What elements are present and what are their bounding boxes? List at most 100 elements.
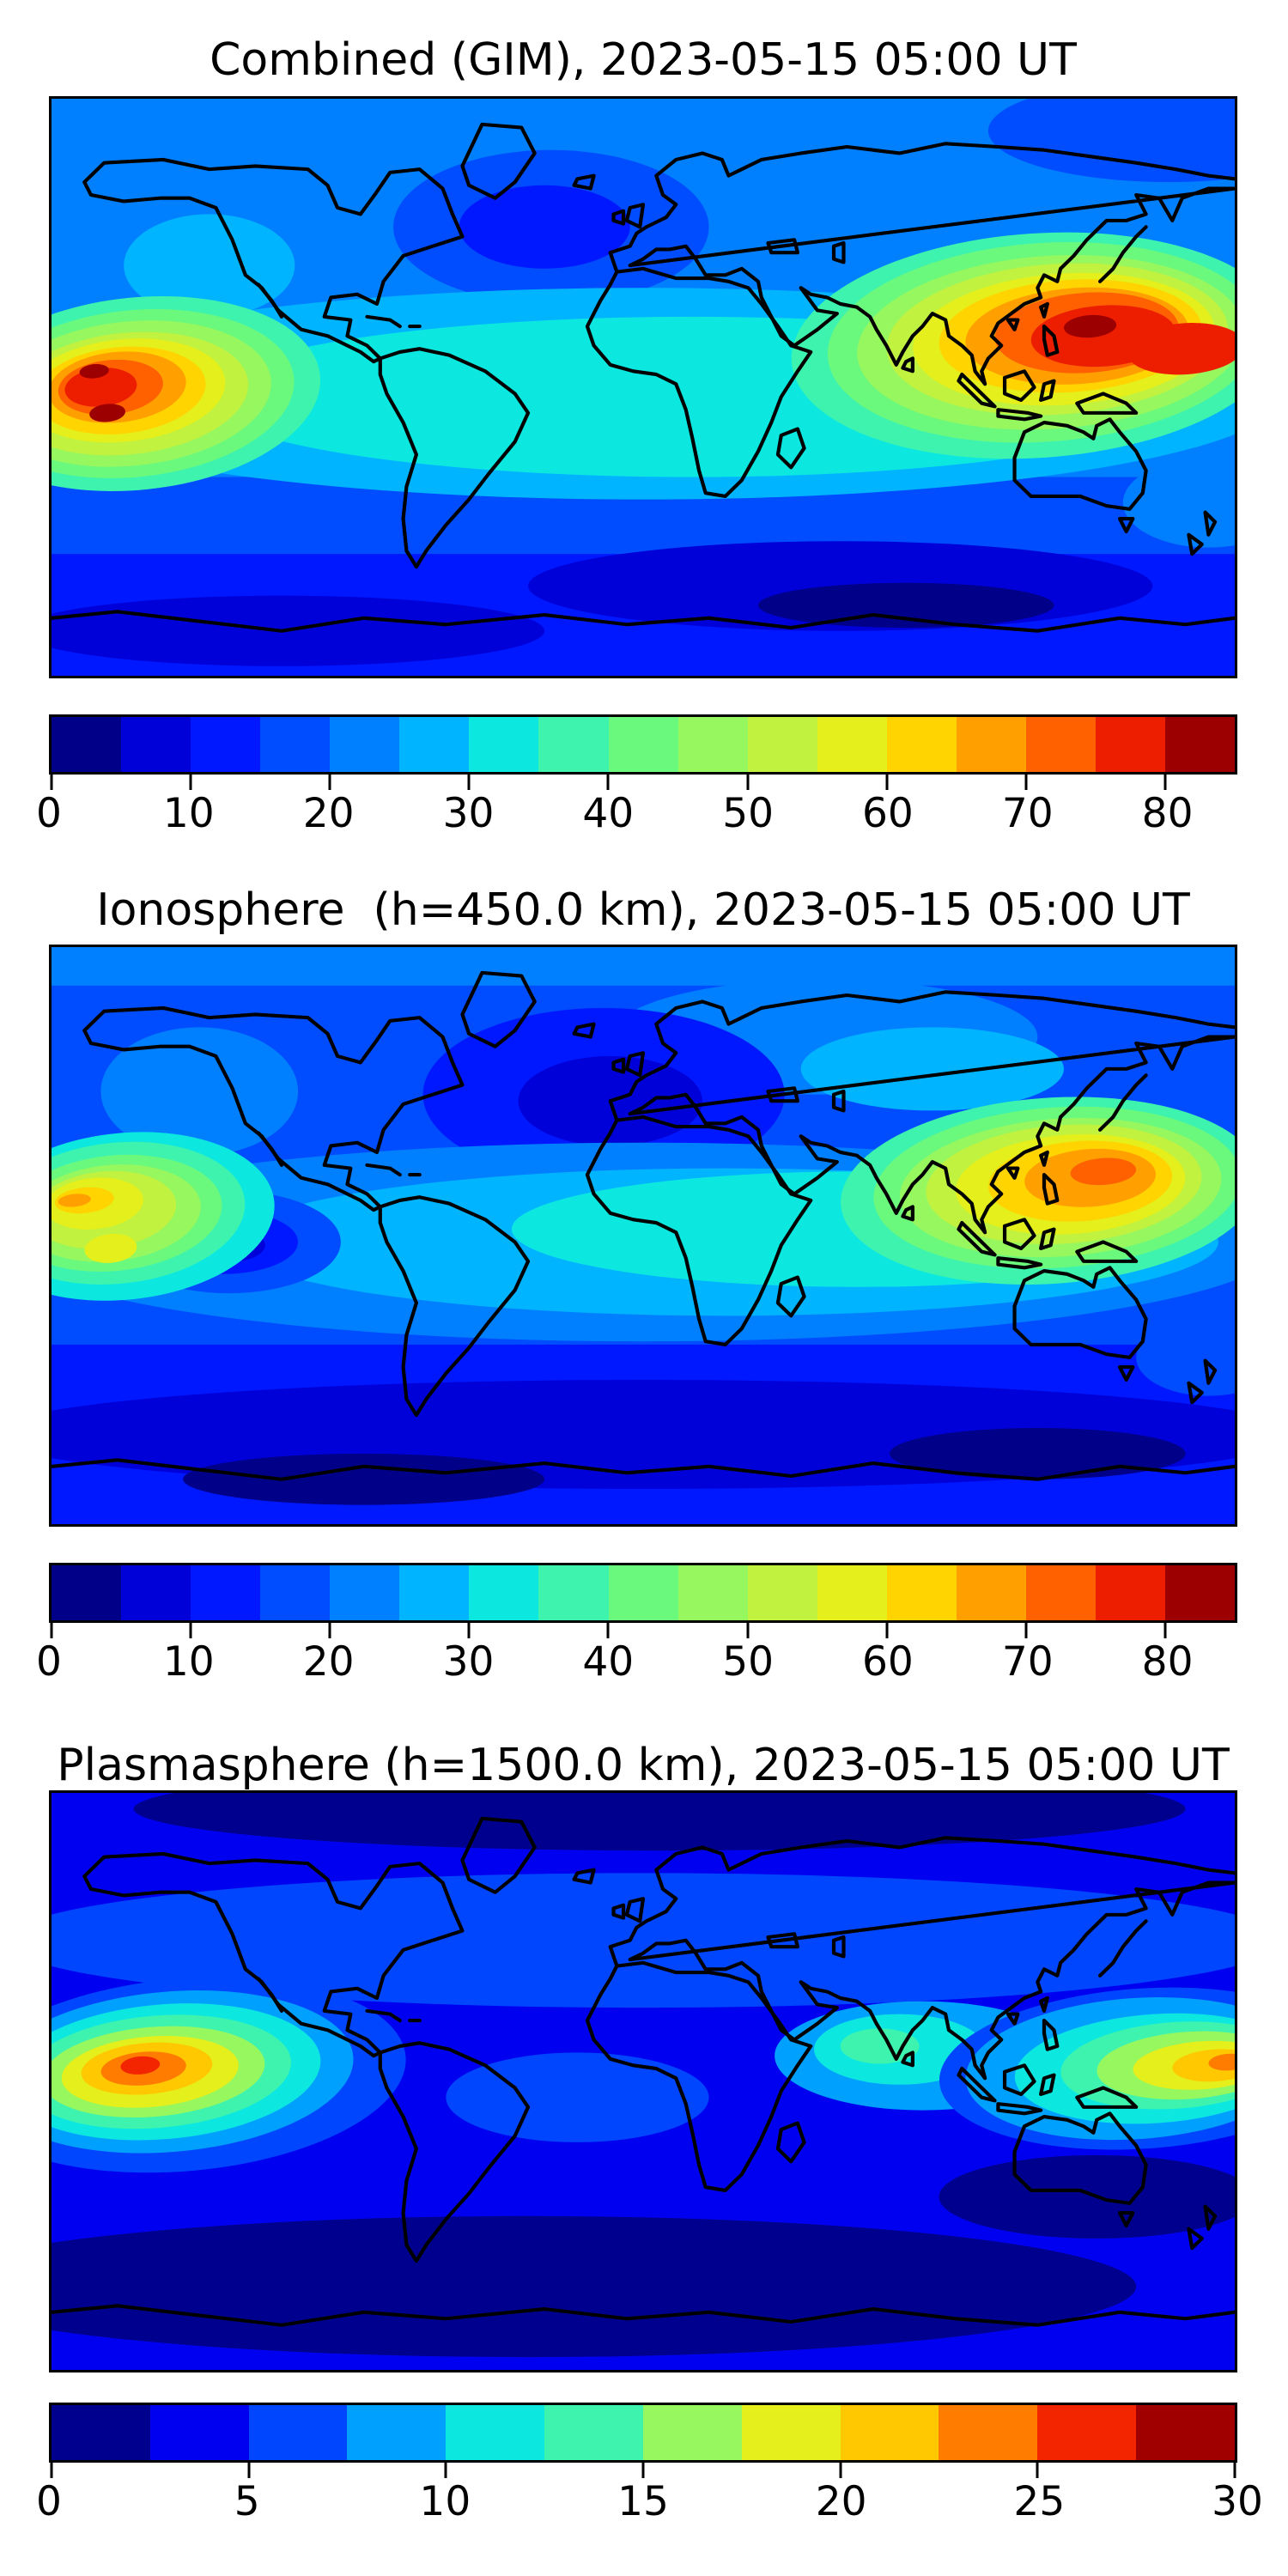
contour-band: [64, 368, 137, 407]
colorbar-segment: [52, 2405, 150, 2460]
colorbar-tick: [641, 2463, 645, 2478]
colorbar-segment: [1095, 1565, 1165, 1620]
colorbar-segment: [121, 1565, 191, 1620]
colorbar-tick: [189, 1623, 192, 1638]
colorbar-segment: [1025, 1565, 1096, 1620]
contour-band: [84, 1233, 137, 1263]
colorbar-tick: [885, 1623, 889, 1638]
colorbar-tick: [328, 1623, 331, 1638]
colorbar-tick: [328, 775, 331, 790]
colorbar-segment: [330, 1565, 400, 1620]
colorbar-tick-label: 70: [1001, 1638, 1054, 1686]
colorbar-segment: [538, 1565, 609, 1620]
colorbar-tick-label: 80: [1141, 790, 1194, 837]
contour-band: [79, 363, 109, 379]
colorbar-tick: [467, 775, 471, 790]
colorbar-tick-label: 0: [36, 2478, 62, 2525]
colorbar-segment: [956, 1565, 1026, 1620]
colorbar-tick-label: 10: [162, 790, 215, 837]
contour-band: [100, 1027, 299, 1156]
colorbar-segment: [840, 2405, 939, 2460]
colorbar-segment: [260, 1565, 331, 1620]
contour-band: [939, 2154, 1235, 2239]
colorbar-tick: [885, 775, 889, 790]
colorbar-plasmasphere: [49, 2403, 1237, 2478]
colorbar-tick: [50, 775, 53, 790]
contour-band: [800, 1027, 1064, 1111]
contour-band: [1208, 2053, 1235, 2071]
colorbar-tick: [606, 775, 610, 790]
colorbar-segment: [538, 717, 609, 772]
colorbar-segment: [544, 2405, 643, 2460]
colorbar-segment: [1037, 2405, 1137, 2460]
colorbar-tick: [839, 2463, 842, 2478]
contour-band: [446, 2052, 709, 2142]
colorbar-segment: [191, 1565, 261, 1620]
colorbar-segment: [642, 2405, 742, 2460]
colorbar-segment: [446, 2405, 545, 2460]
contour-band: [1064, 314, 1117, 338]
colorbar-tick-label: 40: [582, 1638, 635, 1686]
colorbar-tick-label: 20: [815, 2478, 867, 2525]
colorbar-tick: [467, 1623, 471, 1638]
colorbar-combined: [49, 714, 1237, 790]
colorbar-tick-label: 30: [1212, 2478, 1263, 2525]
contour-band: [89, 404, 126, 422]
colorbar-tick-label: 30: [442, 790, 495, 837]
colorbar-segment: [817, 1565, 887, 1620]
colorbar-tick: [189, 775, 192, 790]
colorbar-segment: [608, 1565, 678, 1620]
colorbar-segment: [399, 717, 470, 772]
colorbar-tick: [746, 775, 750, 790]
colorbar-tick-label: 0: [36, 790, 62, 837]
colorbar-labels-plasmasphere: 0 5 10 15 20 25 30: [36, 2478, 1263, 2531]
colorbar-tick-label: 80: [1141, 1638, 1194, 1686]
colorbar-segment: [1165, 1565, 1236, 1620]
contour-band: [52, 2215, 1136, 2358]
colorbar-segment: [52, 1565, 122, 1620]
colorbar-tick: [1036, 2463, 1039, 2478]
colorbar-tick-label: 50: [722, 790, 775, 837]
colorbar-tick-label: 5: [234, 2478, 260, 2525]
colorbar-tick: [247, 2463, 251, 2478]
colorbar-segment: [1095, 717, 1165, 772]
colorbar-segment: [52, 717, 122, 772]
contour-band: [459, 185, 630, 269]
colorbar-tick-label: 60: [862, 790, 914, 837]
colorbar-tick: [1233, 2463, 1236, 2478]
contour-band: [757, 582, 1054, 628]
subplot-title-ionosphere: Ionosphere (h=450.0 km), 2023-05-15 05:0…: [96, 884, 1190, 936]
colorbar-tick-label: 15: [617, 2478, 669, 2525]
colorbar-tick-label: 20: [302, 1638, 355, 1686]
colorbar-segment: [399, 1565, 470, 1620]
colorbar-tick: [1163, 775, 1167, 790]
contour-band: [120, 2056, 161, 2075]
contour-band: [133, 1793, 1186, 1851]
colorbar-segment: [248, 2405, 348, 2460]
colorbar-tick-label: 25: [1013, 2478, 1066, 2525]
map-combined-gim: [49, 96, 1237, 678]
contour-band: [1070, 1157, 1137, 1186]
colorbar-tick: [50, 2463, 53, 2478]
colorbar-tick-label: 60: [862, 1638, 914, 1686]
colorbar-segment: [121, 717, 191, 772]
colorbar-tick: [444, 2463, 447, 2478]
contour-band: [58, 1194, 91, 1207]
colorbar-segment: [260, 717, 331, 772]
colorbar-tick: [1163, 1623, 1167, 1638]
colorbar-tick: [1024, 775, 1028, 790]
map-ionosphere: [49, 945, 1237, 1527]
contour-band: [124, 214, 295, 317]
world-map-plasmasphere: [52, 1793, 1235, 2370]
colorbar-segment: [347, 2405, 447, 2460]
colorbar-segment: [886, 1565, 957, 1620]
contour-band: [52, 947, 1235, 986]
colorbar-tick-label: 20: [302, 790, 355, 837]
contour-band: [52, 595, 545, 666]
colorbar-segment: [469, 1565, 539, 1620]
colorbar-segment: [1136, 2405, 1235, 2460]
colorbar-segment: [1165, 717, 1236, 772]
colorbar-labels-combined: 0 10 20 30 40 50 60 70 80: [36, 790, 1237, 843]
colorbar-segment: [330, 717, 400, 772]
